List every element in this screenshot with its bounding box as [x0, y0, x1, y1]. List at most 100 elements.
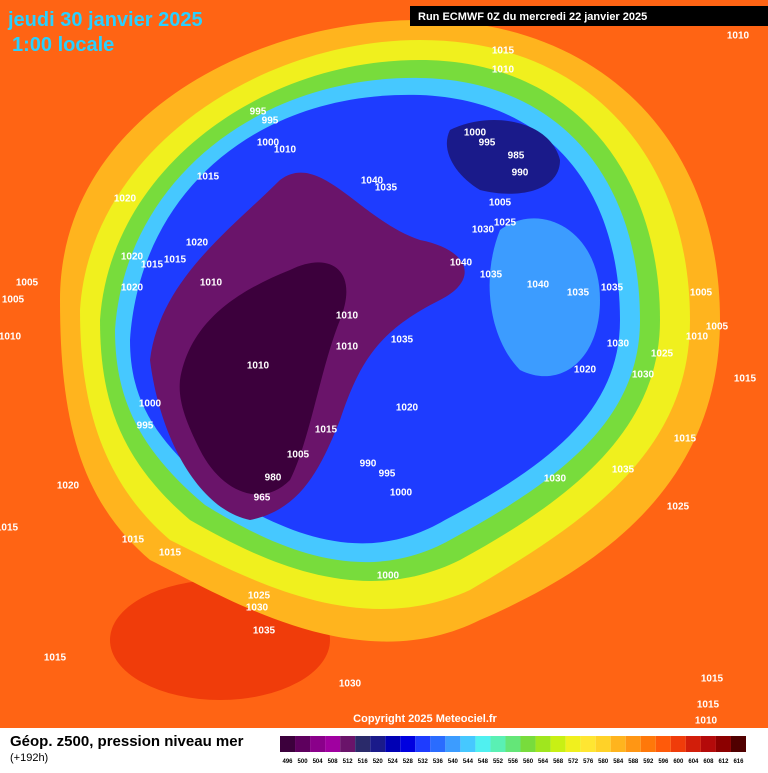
isobar-label: 1035: [391, 335, 414, 346]
colorbar-label: 580: [598, 759, 609, 765]
isobar-label: 1015: [141, 260, 164, 271]
colorbar-label: 548: [478, 759, 489, 765]
colorbar-cell: [715, 736, 731, 752]
isobar-label: 1010: [274, 145, 297, 156]
lead-time: (+192h): [10, 752, 48, 764]
isobar-label: 1010: [336, 342, 359, 353]
colorbar-label: 552: [493, 759, 504, 765]
date: jeudi 30 janvier 2025: [7, 9, 203, 31]
colorbar-label: 608: [703, 759, 714, 765]
colorbar-cell: [385, 736, 401, 752]
colorbar-cell: [505, 736, 521, 752]
colorbar-cell: [340, 736, 356, 752]
isobar-label: 1040: [450, 258, 473, 269]
colorbar-cell: [475, 736, 491, 752]
colorbar-label: 520: [373, 759, 384, 765]
colorbar-label: 532: [418, 759, 429, 765]
isobar-label: 1010: [0, 332, 22, 343]
isobar-label: 995: [379, 469, 396, 480]
colorbar-label: 604: [688, 759, 699, 765]
isobar-label: 1015: [122, 535, 145, 546]
isobar-label: 1025: [494, 218, 517, 229]
map-background: [0, 0, 768, 728]
isobar-label: 1035: [375, 183, 398, 194]
isobar-label: 1005: [489, 198, 512, 209]
colorbar-cell: [355, 736, 371, 752]
isobar-label: 1010: [492, 65, 515, 76]
isobar-label: 1005: [287, 450, 310, 461]
isobar-label: 1035: [567, 288, 590, 299]
colorbar-label: 612: [718, 759, 729, 765]
colorbar-cell: [685, 736, 701, 752]
colorbar-label: 616: [733, 759, 744, 765]
isobar-label: 995: [250, 107, 267, 118]
colorbar-label: 504: [313, 759, 324, 765]
isobar-label: 1015: [315, 425, 338, 436]
isobar-label: 1010: [727, 31, 750, 42]
colorbar-label: 576: [583, 759, 594, 765]
colorbar-cell: [550, 736, 566, 752]
colorbar: 496 500 504 508 512 516 520 524 528 532 536 540 544 5…: [280, 736, 746, 765]
colorbar-cell: [730, 736, 746, 752]
colorbar-cell: [565, 736, 581, 752]
colorbar-label: 600: [673, 759, 684, 765]
colorbar-label: 528: [403, 759, 414, 765]
isobar-label: 1015: [44, 653, 67, 664]
colorbar-cell: [460, 736, 476, 752]
colorbar-cell: [640, 736, 656, 752]
isobar-label: 1000: [139, 399, 162, 410]
isobar-label: 1015: [674, 434, 697, 445]
colorbar-label: 572: [568, 759, 579, 765]
isobar-label: 990: [512, 168, 529, 179]
run-info: Run ECMWF 0Z du mercredi 22 janvier 2025: [418, 11, 647, 23]
colorbar-cell: [430, 736, 446, 752]
isobar-label: 995: [479, 138, 496, 149]
isobar-label: 1020: [114, 194, 137, 205]
colorbar-label: 588: [628, 759, 639, 765]
isobar-label: 1020: [121, 283, 144, 294]
isobar-label: 1015: [197, 172, 220, 183]
colorbar-label: 516: [358, 759, 369, 765]
isobar-label: 1000: [464, 128, 487, 139]
colorbar-cell: [670, 736, 686, 752]
isobar-label: 1010: [247, 361, 270, 372]
colorbar-cell: [700, 736, 716, 752]
isobar-label: 1015: [492, 46, 515, 57]
isobar-label: 1015: [164, 255, 187, 266]
colorbar-cell: [520, 736, 536, 752]
colorbar-label: 512: [343, 759, 354, 765]
colorbar-label: 540: [448, 759, 459, 765]
isobar-label: 1020: [186, 238, 209, 249]
colorbar-cell: [610, 736, 626, 752]
isobar-label: 1015: [734, 374, 757, 385]
colorbar-cell: [280, 736, 296, 752]
isobar-label: 1000: [390, 488, 413, 499]
isobar-label: 985: [508, 151, 525, 162]
isobar-label: 1030: [632, 370, 655, 381]
colorbar-label: 584: [613, 759, 624, 765]
isobar-label: 980: [265, 473, 282, 484]
isobar-label: 1010: [695, 716, 718, 727]
isobar-label: 1015: [701, 674, 724, 685]
colorbar-cell: [325, 736, 341, 752]
isobar-label: 1015: [159, 548, 182, 559]
isobar-label: 1005: [16, 278, 39, 289]
isobar-label: 1005: [2, 295, 25, 306]
isobar-label: 1035: [601, 283, 624, 294]
isobar-label: 1015: [0, 523, 19, 534]
isobar-label: 1040: [527, 280, 550, 291]
colorbar-cell: [490, 736, 506, 752]
colorbar-cell: [580, 736, 596, 752]
isobar-label: 1020: [121, 252, 144, 263]
isobar-label: 995: [262, 116, 279, 127]
colorbar-cell: [625, 736, 641, 752]
footer-title: Géop. z500, pression niveau mer: [10, 733, 244, 750]
colorbar-label: 524: [388, 759, 399, 765]
isobar-label: 1035: [480, 270, 503, 281]
colorbar-cell: [445, 736, 461, 752]
colorbar-label: 496: [283, 759, 294, 765]
isobar-label: 1030: [246, 603, 269, 614]
isobar-label: 990: [360, 459, 377, 470]
colorbar-label: 556: [508, 759, 519, 765]
